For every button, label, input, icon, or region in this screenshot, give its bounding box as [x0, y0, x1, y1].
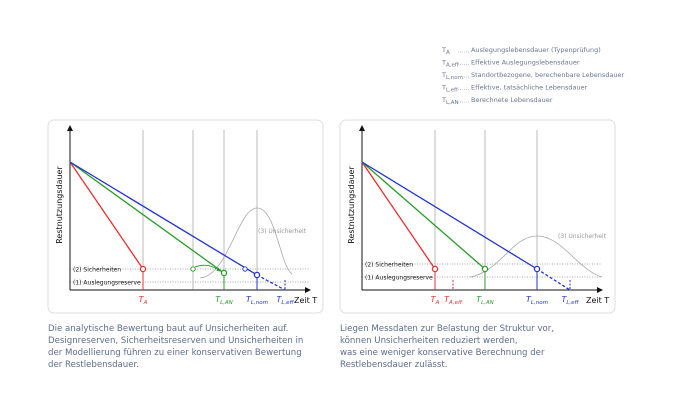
effective-line: [256, 274, 286, 291]
symbol: TL,nom: [246, 295, 268, 306]
legend-description: Auslegungslebensdauer (Typenprüfung): [471, 46, 601, 54]
symbol-main: T: [444, 295, 450, 304]
symbol-main: T: [476, 295, 482, 304]
effective-line: [536, 268, 571, 291]
symbol-main: T: [215, 295, 221, 304]
symbol: TA,eff: [444, 295, 463, 306]
design-line: [361, 161, 436, 270]
caption-line: was eine weniger konservative Berechnung…: [340, 348, 545, 358]
symbol: TL,AN: [476, 295, 494, 306]
symbol-main: T: [441, 71, 446, 79]
nominal-line: [69, 161, 258, 276]
reserve-label: (1) Auslegungsreserve: [73, 280, 141, 287]
symbol-main: T: [246, 295, 252, 304]
symbol-subscript: L,nom: [531, 300, 548, 306]
symbol-main: T: [441, 84, 446, 92]
end-point: [533, 265, 541, 273]
caption-line: Liegen Messdaten zur Belastung der Struk…: [340, 324, 554, 334]
symbol: TL,nom: [441, 71, 463, 81]
caption-line: der Modellierung führen zu einer konserv…: [48, 348, 302, 358]
shift-point: [242, 266, 248, 272]
symbol-main: T: [441, 96, 446, 104]
uncertainty-label: (3) Unsicherheit: [558, 233, 607, 240]
symbol-subscript: L,AN: [446, 100, 459, 106]
reserve-label: (1) Auslegungsreserve: [365, 275, 433, 282]
symbol-subscript: L,nom: [446, 75, 463, 81]
symbol-main: T: [276, 295, 282, 304]
safety-label: (2) Sicherheiten: [365, 262, 413, 269]
caption-line: Designreserven, Sicherheitsreserven und …: [48, 336, 303, 346]
shift-point: [190, 266, 196, 272]
symbol: TL,nom: [526, 295, 548, 306]
legend-description: Standortbezogene, berechenbare Lebensdau…: [471, 71, 625, 79]
end-point: [481, 265, 489, 273]
symbol-subscript: A,eff: [448, 300, 463, 306]
symbol-subscript: L,AN: [481, 300, 494, 306]
design-line: [69, 161, 144, 270]
caption-line: können Unsicherheiten reduziert werden,: [340, 336, 518, 346]
safety-label: (2) Sicherheiten: [73, 267, 121, 274]
symbol-subscript: L,eff: [446, 88, 458, 94]
shift-arrow: [194, 264, 221, 272]
symbol: TA: [139, 295, 148, 306]
x-axis-label: Zeit T: [586, 296, 609, 305]
panel-frame: [47, 119, 324, 314]
end-point: [139, 265, 147, 273]
uncertainty-label: (3) Unsicherheit: [258, 228, 307, 235]
symbol-main: T: [431, 295, 437, 304]
symbol: TL,eff: [561, 295, 579, 306]
symbol: TL,eff: [441, 84, 458, 94]
symbol-subscript: A: [435, 300, 440, 306]
nominal-line: [361, 161, 538, 270]
symbol: TA: [441, 46, 450, 56]
symbol-main: T: [441, 59, 446, 67]
symbol-main: T: [441, 46, 446, 54]
symbol-subscript: L,eff: [566, 300, 579, 306]
calc-line: [69, 161, 225, 274]
uncertainty-curve: [469, 235, 603, 278]
legend-description: Effektive, tatsächliche Lebensdauer: [471, 84, 588, 92]
legend-description: Effektive Auslegungslebensdauer: [471, 59, 580, 67]
symbol: TA,eff: [441, 59, 459, 69]
symbol-subscript: A,eff: [446, 63, 459, 69]
symbol: TA: [431, 295, 440, 306]
symbol-main: T: [139, 295, 145, 304]
x-axis-label: Zeit T: [294, 296, 317, 305]
symbol-subscript: L,eff: [281, 300, 294, 306]
caption-line: Die analytische Bewertung baut auf Unsic…: [48, 324, 288, 334]
symbol-main: T: [561, 295, 567, 304]
legend: TA Auslegungslebensdauer (Typenprüfung)TA…: [441, 46, 625, 106]
symbol-main: T: [526, 295, 532, 304]
symbol: TL,AN: [215, 295, 233, 306]
end-point: [253, 271, 261, 279]
y-axis-label: Restnutzungsdauer: [347, 166, 356, 244]
y-axis-label: Restnutzungsdauer: [55, 166, 64, 244]
uncertainty-curve: [199, 207, 293, 279]
symbol: TL,AN: [441, 96, 459, 106]
end-point: [220, 269, 228, 277]
caption-line: der Restlebensdauer.: [48, 360, 139, 370]
symbol-subscript: L,AN: [220, 300, 233, 306]
end-point: [431, 265, 439, 273]
legend-description: Berechnete Lebensdauer: [471, 96, 553, 104]
symbol-subscript: L,nom: [251, 300, 268, 306]
caption-line: Restlebensdauer zulässt.: [340, 360, 447, 370]
symbol-subscript: A: [446, 50, 450, 56]
calc-line: [361, 161, 486, 270]
panel-frame: [339, 119, 616, 314]
symbol-subscript: A: [143, 300, 148, 306]
symbol: TL,eff: [276, 295, 294, 306]
